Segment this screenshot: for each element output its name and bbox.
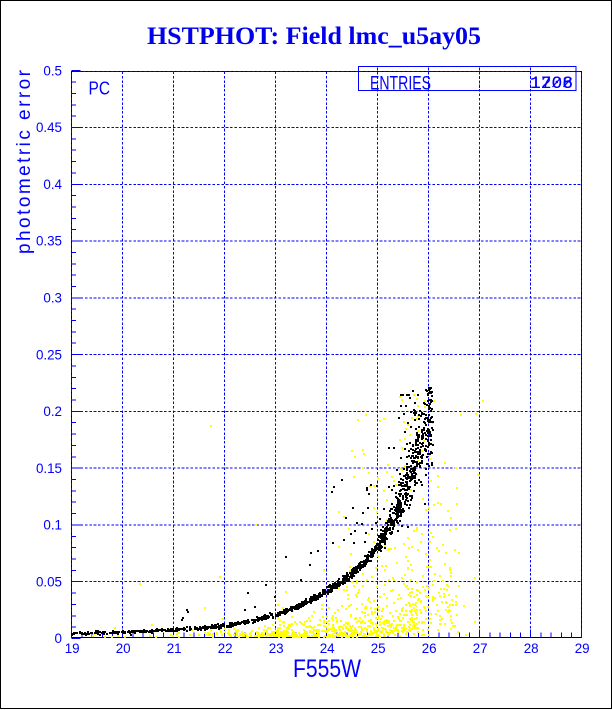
svg-text:photometric error: photometric error [14, 69, 35, 254]
svg-text:0.25: 0.25 [36, 347, 62, 362]
svg-text:0.35: 0.35 [36, 234, 62, 249]
svg-text:24: 24 [320, 641, 335, 656]
svg-text:0.4: 0.4 [43, 177, 62, 192]
svg-text:1706: 1706 [530, 75, 573, 94]
svg-text:0.15: 0.15 [36, 461, 62, 476]
svg-text:HSTPHOT: Field lmc_u5ay05: HSTPHOT: Field lmc_u5ay05 [147, 23, 481, 50]
svg-text:1208: 1208 [530, 75, 573, 94]
svg-text:F555W: F555W [293, 655, 361, 683]
svg-text:22: 22 [218, 641, 233, 656]
svg-text:26: 26 [422, 641, 437, 656]
svg-text:19: 19 [65, 641, 80, 656]
svg-text:29: 29 [575, 641, 590, 656]
svg-text:23: 23 [269, 641, 284, 656]
svg-text:0.5: 0.5 [43, 63, 62, 78]
svg-text:21: 21 [167, 641, 182, 656]
svg-text:0.2: 0.2 [43, 404, 62, 419]
svg-text:0.3: 0.3 [43, 291, 62, 306]
svg-text:27: 27 [473, 641, 488, 656]
svg-text:0.1: 0.1 [43, 518, 62, 533]
svg-text:ENTRIES: ENTRIES [370, 73, 431, 95]
svg-text:0.05: 0.05 [36, 574, 62, 589]
svg-text:20: 20 [116, 641, 131, 656]
svg-text:PC: PC [89, 79, 111, 99]
svg-text:0.45: 0.45 [36, 120, 62, 135]
svg-text:28: 28 [524, 641, 539, 656]
svg-text:0: 0 [55, 631, 62, 646]
svg-text:25: 25 [371, 641, 386, 656]
